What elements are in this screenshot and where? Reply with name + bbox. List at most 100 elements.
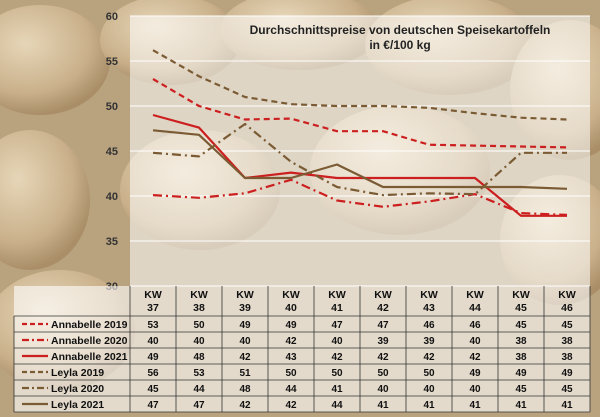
table-cell: 45 <box>561 320 573 331</box>
y-tick-label: 50 <box>106 101 118 113</box>
table-cell: 41 <box>561 400 573 411</box>
table-cell: 47 <box>147 400 159 411</box>
x-tick-label: 41 <box>331 302 343 314</box>
series-name: Leyla 2020 <box>51 383 104 395</box>
table-cell: 47 <box>377 320 389 331</box>
x-tick-label: KW <box>512 289 530 301</box>
x-tick-label: KW <box>466 289 484 301</box>
table-cell: 50 <box>331 368 343 379</box>
table-cell: 41 <box>331 384 343 395</box>
table-cell: 40 <box>377 384 389 395</box>
table-cell: 42 <box>239 400 251 411</box>
table-cell: 42 <box>331 352 343 363</box>
table-cell: 38 <box>561 336 573 347</box>
table-cell: 44 <box>285 384 297 395</box>
table-cell: 42 <box>469 352 481 363</box>
y-tick-label: 35 <box>106 236 118 248</box>
table-cell: 41 <box>423 400 435 411</box>
table-cell: 40 <box>469 384 481 395</box>
table-cell: 40 <box>423 384 435 395</box>
x-tick-label: 40 <box>285 302 297 314</box>
table-cell: 56 <box>147 368 159 379</box>
table-cell: 41 <box>515 400 527 411</box>
x-tick-label: KW <box>144 289 162 301</box>
x-tick-label: KW <box>420 289 438 301</box>
table-cell: 49 <box>147 352 159 363</box>
data-table <box>14 286 590 412</box>
y-axis-ticks: 30354045505560 <box>106 11 118 293</box>
series-lines <box>152 49 568 217</box>
table-cell: 40 <box>331 336 343 347</box>
table-cell: 49 <box>515 368 527 379</box>
table-cell: 38 <box>561 352 573 363</box>
x-tick-label: 46 <box>561 302 573 314</box>
series-line-6 <box>152 129 568 190</box>
chart-title: Durchschnittspreise von deutschen Speise… <box>250 23 551 37</box>
table-cell: 45 <box>515 384 527 395</box>
table-cell: 42 <box>285 400 297 411</box>
table-cell: 46 <box>423 320 435 331</box>
table-cell: 40 <box>193 336 205 347</box>
table-cell: 50 <box>285 368 297 379</box>
table-cell: 41 <box>469 400 481 411</box>
table-cell: 47 <box>331 320 343 331</box>
x-tick-label: 45 <box>515 302 527 314</box>
y-tick-label: 55 <box>106 56 118 68</box>
x-tick-label: KW <box>558 289 576 301</box>
table-cell: 43 <box>285 352 297 363</box>
x-tick-label: KW <box>282 289 300 301</box>
data-table-grid: KW37KW38KW39KW40KW41KW42KW43KW44KW45KW46… <box>13 286 591 413</box>
table-cell: 49 <box>561 368 573 379</box>
table-cell: 38 <box>515 336 527 347</box>
series-name: Leyla 2019 <box>51 367 104 379</box>
table-cell: 42 <box>377 352 389 363</box>
table-cell: 50 <box>193 320 205 331</box>
series-name: Annabelle 2019 <box>51 319 128 331</box>
table-cell: 45 <box>515 320 527 331</box>
table-cell: 42 <box>423 352 435 363</box>
table-cell: 53 <box>147 320 159 331</box>
table-cell: 51 <box>239 368 251 379</box>
table-cell: 42 <box>285 336 297 347</box>
table-cell: 47 <box>193 400 205 411</box>
x-tick-label: 38 <box>193 302 205 314</box>
x-tick-label: 39 <box>239 302 251 314</box>
x-tick-label: 43 <box>423 302 435 314</box>
chart-subtitle: in €/100 kg <box>369 38 430 52</box>
table-cell: 46 <box>469 320 481 331</box>
table-cell: 40 <box>469 336 481 347</box>
x-tick-label: KW <box>328 289 346 301</box>
table-cell: 49 <box>285 320 297 331</box>
table-cell: 42 <box>239 352 251 363</box>
table-cell: 45 <box>561 384 573 395</box>
table-cell: 44 <box>331 400 343 411</box>
table-cell: 40 <box>239 336 251 347</box>
table-cell: 38 <box>515 352 527 363</box>
table-cell: 41 <box>377 400 389 411</box>
series-name: Leyla 2021 <box>51 399 104 411</box>
table-cell: 53 <box>193 368 205 379</box>
table-cell: 39 <box>377 336 389 347</box>
x-tick-label: 42 <box>377 302 389 314</box>
y-tick-label: 40 <box>106 191 118 203</box>
series-name: Annabelle 2021 <box>51 351 128 363</box>
table-cell: 49 <box>239 320 251 331</box>
y-tick-label: 60 <box>106 11 118 23</box>
series-name: Annabelle 2020 <box>51 335 128 347</box>
table-cell: 45 <box>147 384 159 395</box>
table-cell: 50 <box>377 368 389 379</box>
table-cell: 40 <box>147 336 159 347</box>
table-cell: 48 <box>193 352 205 363</box>
table-cell: 48 <box>239 384 251 395</box>
series-line-2 <box>152 178 568 216</box>
x-tick-label: KW <box>374 289 392 301</box>
y-tick-label: 45 <box>106 146 118 158</box>
table-cell: 39 <box>423 336 435 347</box>
x-tick-label: 37 <box>147 302 159 314</box>
series-line-3 <box>152 113 567 217</box>
table-cell: 49 <box>469 368 481 379</box>
table-cell: 44 <box>193 384 205 395</box>
table-cell: 50 <box>423 368 435 379</box>
x-tick-label: 44 <box>469 302 481 314</box>
